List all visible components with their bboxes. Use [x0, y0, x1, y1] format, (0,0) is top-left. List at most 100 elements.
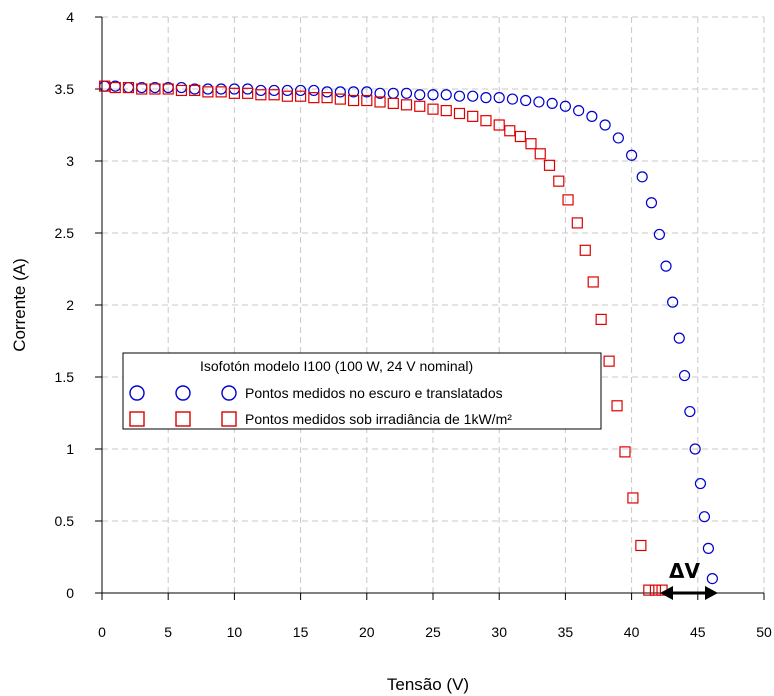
- delta-v-arrow-right-head: [705, 586, 718, 600]
- data-point-square: [255, 89, 267, 101]
- legend-title: Isofotón modelo I100 (100 W, 24 V nomina…: [200, 358, 473, 374]
- legend-square-marker: [221, 411, 237, 427]
- data-point-square: [228, 87, 240, 99]
- data-point-square: [649, 584, 662, 596]
- data-point-square: [611, 400, 623, 412]
- data-point-square: [136, 83, 148, 95]
- data-point-circle: [295, 84, 307, 97]
- y-tick-label: 2: [66, 297, 74, 313]
- data-point-square: [514, 130, 526, 143]
- legend-circle-marker: [221, 385, 237, 401]
- data-point-circle: [480, 92, 492, 104]
- data-point-circle: [387, 87, 399, 99]
- data-point-square: [603, 355, 615, 367]
- data-point-square: [162, 83, 174, 95]
- data-point-circle: [689, 443, 701, 455]
- x-tick-label: 45: [690, 624, 706, 640]
- data-point-square: [189, 84, 201, 97]
- data-point-square: [480, 115, 492, 127]
- data-point-circle: [546, 97, 558, 110]
- data-point-square: [308, 92, 320, 104]
- data-point-square: [493, 119, 505, 131]
- data-point-square: [643, 584, 655, 596]
- data-point-circle: [586, 110, 598, 122]
- x-tick-label: 25: [425, 624, 441, 640]
- data-point-circle: [660, 260, 672, 272]
- x-tick-label: 10: [227, 624, 243, 640]
- delta-v-arrow-left-head: [660, 586, 673, 600]
- data-point-square: [400, 99, 413, 111]
- data-point-circle: [427, 89, 439, 101]
- data-point-circle: [599, 119, 611, 131]
- legend-box: [122, 352, 602, 430]
- data-point-square: [619, 446, 631, 458]
- data-point-circle: [678, 369, 691, 382]
- data-point-circle: [467, 90, 479, 102]
- data-point-circle: [694, 477, 707, 490]
- data-point-circle: [673, 332, 685, 344]
- data-point-circle: [533, 96, 545, 108]
- x-tick-label: 50: [756, 624, 772, 640]
- data-point-circle: [645, 197, 658, 209]
- data-point-circle: [653, 228, 666, 241]
- data-point-square: [579, 244, 591, 256]
- y-tick-label: 3.5: [55, 81, 75, 97]
- y-tick-label: 2.5: [55, 225, 75, 241]
- delta-v-label: ΔV: [669, 559, 700, 583]
- data-point-square: [635, 539, 647, 552]
- delta-v-annotation: ΔV: [660, 559, 718, 600]
- data-point-square: [295, 90, 307, 102]
- data-point-circle: [255, 84, 267, 97]
- data-point-square: [453, 107, 466, 120]
- data-point-circle: [453, 90, 466, 102]
- legend: Isofotón modelo I100 (100 W, 24 V nomina…: [122, 352, 602, 430]
- data-point-square: [595, 313, 607, 325]
- data-point-circle: [559, 100, 572, 112]
- legend-circle-marker: [175, 385, 191, 401]
- data-point-square: [281, 90, 293, 102]
- data-point-circle: [625, 149, 638, 161]
- tick-labels: 0 5 10 15 20 25 30 35 40 45 50 0 0.5 1 1.5 2 2.5 3 3.5 4: [55, 9, 772, 640]
- data-point-circle: [706, 572, 718, 585]
- data-point-square: [361, 94, 373, 107]
- data-point-circle: [374, 87, 386, 99]
- data-point-square: [534, 148, 546, 160]
- data-point-circle: [308, 84, 320, 97]
- data-point-square: [268, 89, 280, 101]
- data-point-circle: [520, 94, 532, 107]
- data-point-square: [321, 92, 333, 104]
- y-tick-label: 1: [66, 441, 74, 457]
- data-point-circle: [493, 92, 505, 104]
- data-point-circle: [506, 93, 519, 105]
- legend-square-marker: [129, 411, 145, 427]
- data-point-circle: [281, 84, 293, 97]
- data-point-circle: [636, 171, 648, 183]
- x-tick-label: 40: [624, 624, 640, 640]
- x-tick-label: 0: [98, 624, 106, 640]
- x-tick-label: 30: [491, 624, 507, 640]
- data-point-square: [553, 175, 565, 187]
- data-point-circle: [573, 104, 585, 117]
- x-tick-label: 5: [164, 624, 172, 640]
- data-point-circle: [361, 86, 373, 98]
- data-point-circle: [702, 542, 714, 554]
- data-point-circle: [122, 81, 135, 94]
- data-point-circle: [667, 296, 679, 308]
- data-point-square: [525, 138, 537, 150]
- data-point-square: [374, 96, 386, 108]
- data-point-square: [149, 83, 161, 95]
- data-point-square: [215, 86, 227, 98]
- data-point-square: [175, 84, 188, 97]
- x-tick-label: 20: [359, 624, 375, 640]
- data-series: [99, 80, 718, 596]
- data-point-circle: [99, 80, 111, 92]
- data-point-circle: [321, 86, 333, 98]
- legend-square-marker: [175, 411, 191, 427]
- y-tick-label: 0.5: [55, 513, 75, 529]
- data-point-square: [109, 81, 121, 94]
- data-point-square: [387, 97, 399, 110]
- y-tick-label: 3: [66, 153, 74, 169]
- data-point-square: [562, 194, 574, 206]
- x-axis-label: Tensão (V): [387, 675, 469, 694]
